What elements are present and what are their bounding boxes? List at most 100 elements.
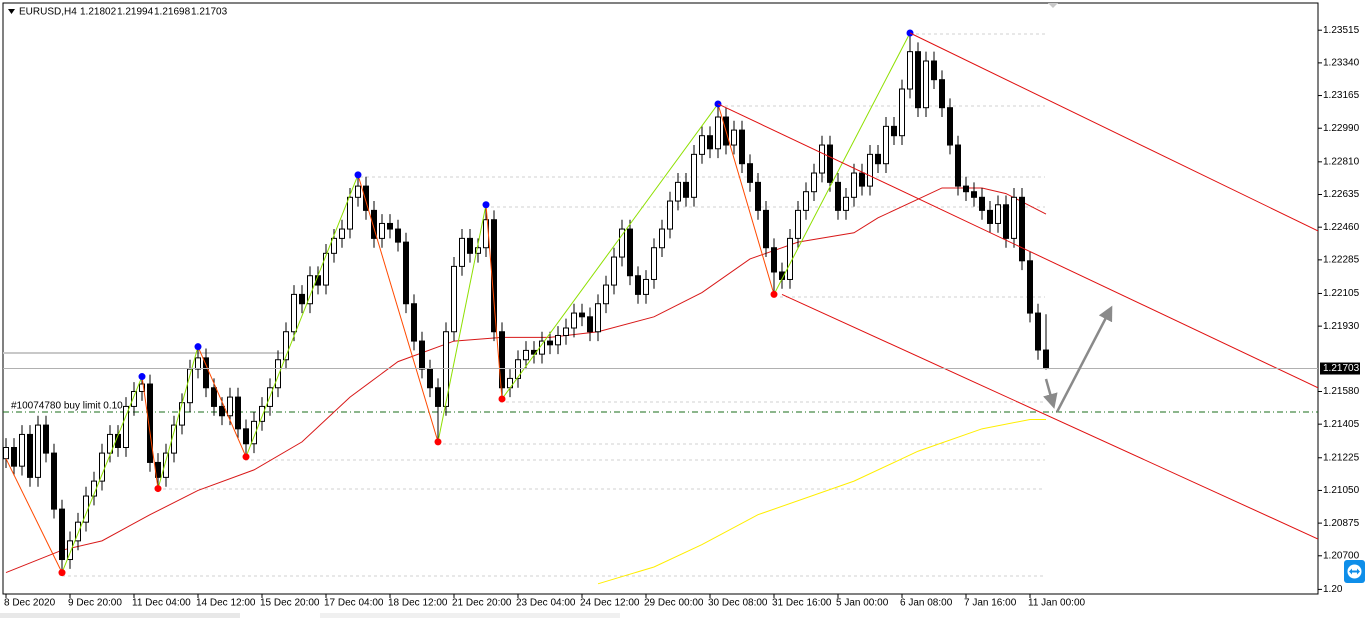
zigzag-pivot — [498, 395, 506, 403]
candle-body — [443, 331, 449, 407]
ohlc-open: 1.21802 — [80, 7, 117, 18]
candle-body — [955, 144, 961, 187]
x-tick-label: 30 Dec 08:00 — [708, 598, 768, 609]
candle-body — [1011, 196, 1017, 239]
scrollbar[interactable] — [0, 613, 240, 618]
candle-body — [755, 181, 761, 211]
candle-body — [1043, 349, 1049, 370]
current-price-box — [1320, 362, 1360, 375]
candle-body — [35, 424, 41, 478]
symbol-label: EURUSD,H4 — [19, 7, 77, 18]
x-tick-label: 17 Dec 04:00 — [324, 598, 384, 609]
candle-body — [763, 209, 769, 249]
candle-body — [275, 359, 281, 389]
zigzag-segment — [357, 174, 439, 443]
candle-body — [747, 163, 753, 183]
candle-body — [475, 247, 481, 254]
candle-body — [331, 237, 337, 254]
zigzag-pivot — [482, 201, 490, 209]
candle-body — [355, 185, 361, 198]
candle-body — [1035, 312, 1041, 351]
y-tick-label: 1.21225 — [1323, 452, 1360, 463]
trendline — [781, 293, 1318, 540]
candle-body — [427, 368, 433, 389]
candle-body — [467, 237, 473, 254]
candle-body — [243, 428, 249, 445]
y-tick-label: 1.22460 — [1323, 222, 1360, 233]
candle-body — [291, 293, 297, 333]
candle-body — [923, 60, 929, 109]
candle-body — [883, 125, 889, 165]
candle-body — [339, 228, 345, 239]
candle-body — [371, 209, 377, 239]
x-tick-label: 24 Dec 12:00 — [580, 598, 640, 609]
x-tick-label: 29 Dec 00:00 — [644, 598, 704, 609]
candle-body — [107, 433, 113, 454]
candle-body — [939, 79, 945, 109]
x-tick-label: 11 Jan 00:00 — [1028, 598, 1086, 609]
decor-levels — [3, 33, 1045, 577]
shift-marker — [1048, 3, 1058, 8]
x-tick-label: 11 Dec 04:00 — [132, 598, 191, 609]
candle-body — [235, 396, 241, 430]
candle-body — [211, 387, 217, 407]
x-tick-label: 14 Dec 12:00 — [196, 598, 256, 609]
candle-body — [83, 495, 89, 523]
x-tick-label: 23 Dec 04:00 — [516, 598, 576, 609]
candle-body — [891, 125, 897, 137]
candle-body — [419, 340, 425, 370]
candle-body — [203, 357, 209, 389]
candle-body — [811, 172, 817, 193]
y-tick-label: 1.20700 — [1323, 550, 1360, 561]
candle-body — [915, 51, 921, 109]
candle-body — [387, 222, 393, 230]
ohlc-low: 1.21698 — [154, 7, 191, 18]
menu-triangle[interactable] — [8, 9, 15, 14]
candle-body — [195, 357, 201, 370]
candle-body — [683, 181, 689, 198]
zigzag-pivot — [434, 438, 442, 446]
candle-body — [819, 144, 825, 174]
y-tick-label: 1.20 — [1323, 584, 1343, 595]
zigzag-segment — [501, 103, 719, 400]
zigzag-pivot — [194, 343, 202, 351]
y-tick-label: 1.22990 — [1323, 123, 1360, 134]
candle-body — [187, 368, 193, 404]
candle-body — [3, 447, 9, 460]
candle-body — [851, 172, 857, 198]
y-tick-label: 1.21405 — [1323, 419, 1360, 430]
candle-body — [515, 359, 521, 379]
y-tick-label: 1.20875 — [1323, 518, 1360, 529]
candle-body — [459, 237, 465, 267]
candle-body — [395, 228, 401, 243]
candle-body — [131, 390, 137, 407]
candle-body — [691, 153, 697, 198]
x-tick-label: 8 Dec 2020 — [4, 598, 56, 609]
candle-body — [99, 452, 105, 482]
candle-body — [51, 452, 57, 510]
candle-body — [323, 252, 329, 286]
candle-body — [563, 327, 569, 336]
candle-body — [731, 129, 737, 146]
candle-body — [867, 153, 873, 187]
arrow — [1043, 378, 1058, 409]
candle-body — [43, 424, 49, 454]
annotation-arrows — [1043, 305, 1113, 413]
arrow — [1055, 305, 1113, 413]
candle-body — [227, 396, 233, 417]
candle-body — [499, 331, 505, 389]
icon-arrows — [1349, 568, 1360, 575]
candle-body — [411, 303, 417, 342]
current-price-label: 1.21703 — [1323, 363, 1360, 374]
zigzag-segment — [5, 458, 63, 573]
candle-body — [299, 293, 305, 305]
scrollbar-track — [320, 613, 620, 618]
zigzag-pivot — [58, 569, 66, 577]
teamviewer-icon[interactable] — [1344, 560, 1365, 583]
ohlc-high: 1.21994 — [117, 7, 154, 18]
candle-body — [635, 275, 641, 295]
zigzag-segment — [141, 376, 159, 489]
candle-body — [75, 521, 81, 542]
